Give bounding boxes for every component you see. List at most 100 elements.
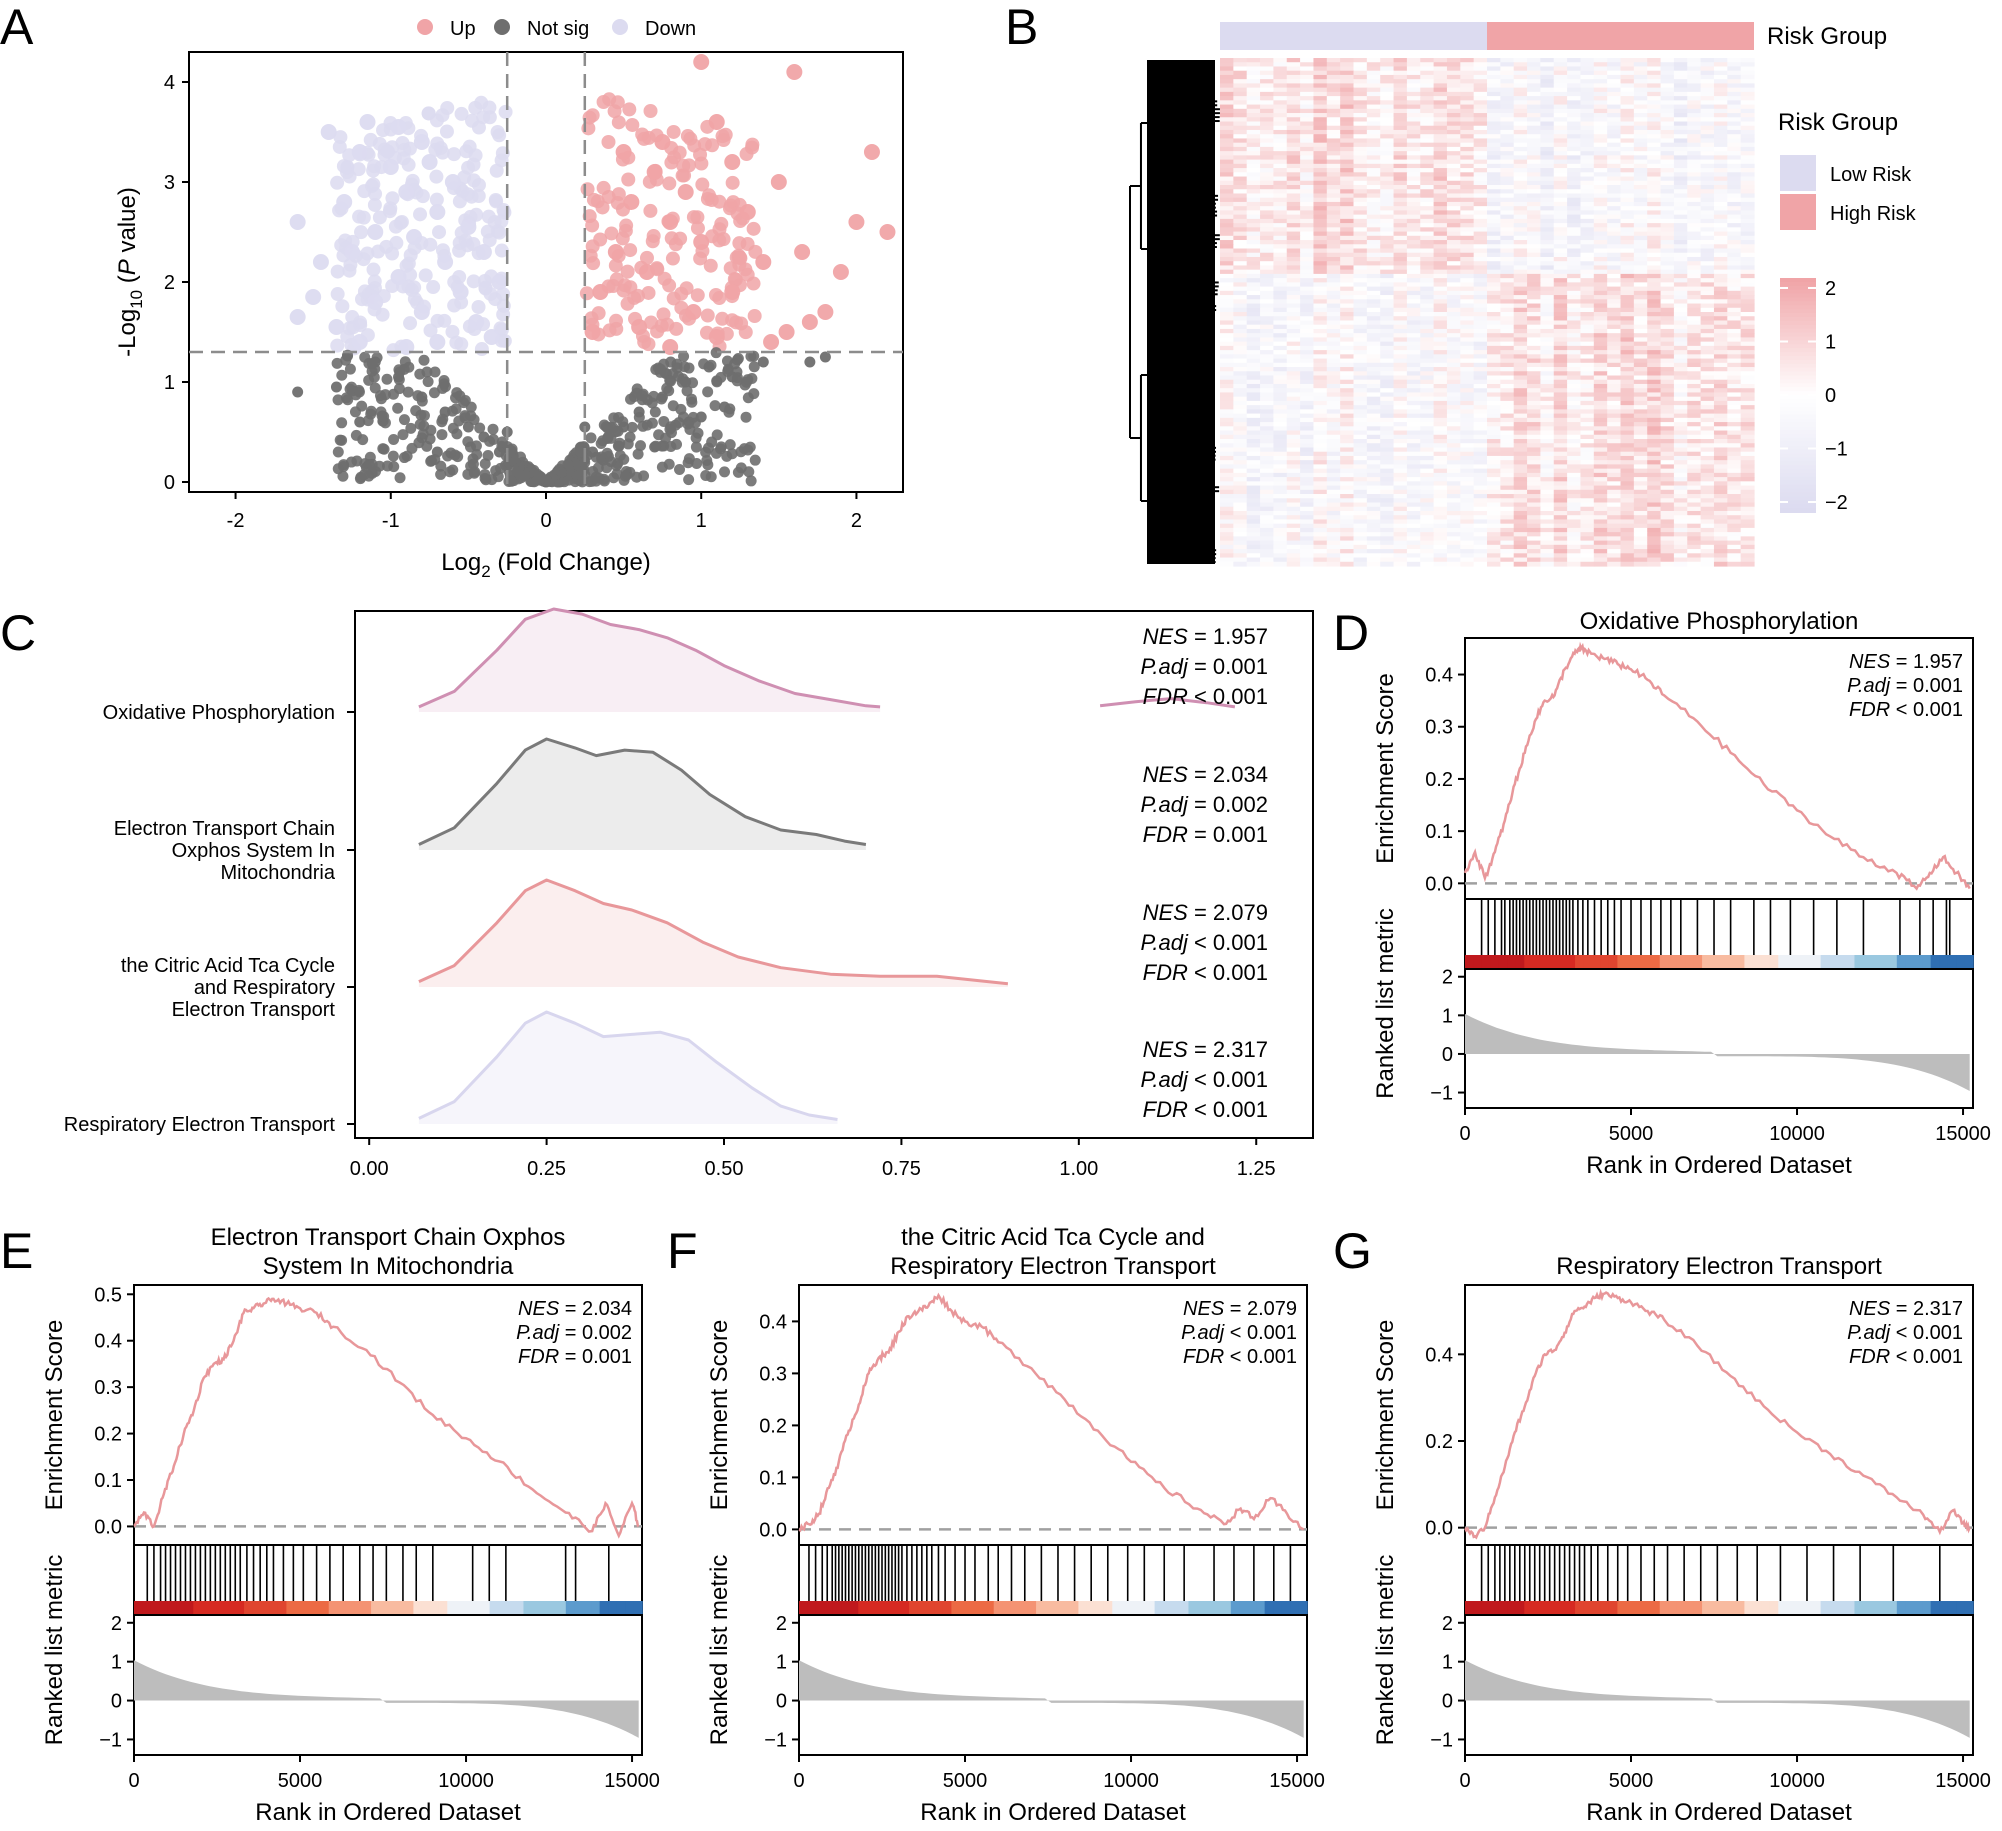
heatmap-cell [1340, 422, 1355, 427]
heatmap-cell [1513, 91, 1528, 97]
heatmap-cell [1286, 388, 1301, 394]
heatmap-cell [1700, 104, 1715, 110]
volcano-bg-point [709, 400, 721, 412]
heatmap-cell [1313, 218, 1328, 224]
heatmap-cell [1607, 248, 1622, 254]
heatmap-cell [1313, 345, 1328, 351]
heatmap-cell [1593, 210, 1608, 216]
heatmap-cell [1220, 163, 1234, 169]
heatmap-cell [1607, 214, 1622, 220]
heatmap-cell [1713, 392, 1728, 398]
heatmap-cell [1700, 295, 1715, 300]
heatmap-cell [1487, 400, 1501, 406]
heatmap-cell [1273, 422, 1288, 427]
heatmap-cell [1593, 231, 1608, 237]
heatmap-cell [1313, 341, 1328, 347]
heatmap-cell [1286, 307, 1301, 313]
heatmap-cell [1353, 96, 1368, 101]
heatmap-cell [1487, 206, 1501, 211]
heatmap-cell [1380, 218, 1395, 224]
volcano-bg-point [421, 366, 433, 378]
heatmap-cell [1740, 218, 1755, 224]
heatmap-cell [1340, 341, 1355, 347]
heatmap-cell [1246, 180, 1261, 186]
heatmap-cell [1647, 210, 1662, 216]
heatmap-cell [1633, 392, 1648, 398]
heatmap-cell [1593, 299, 1608, 305]
volcano-bg-point [631, 288, 646, 303]
heatmap-cell [1607, 231, 1622, 237]
heatmap-cell [1220, 354, 1234, 360]
heatmap-cell [1313, 396, 1328, 402]
heatmap-cell [1273, 362, 1288, 368]
heatmap-cell [1300, 189, 1315, 195]
heatmap-cell [1326, 362, 1341, 368]
heatmap-cell [1246, 295, 1261, 300]
heatmap-cell [1567, 295, 1582, 300]
heatmap-cell [1393, 121, 1408, 127]
heatmap-cell [1593, 379, 1608, 385]
heatmap-cell [1366, 341, 1381, 347]
heatmap-cell [1527, 350, 1541, 355]
heatmap-cell [1340, 83, 1355, 89]
heatmap-cell [1460, 290, 1475, 296]
heatmap-cell [1300, 312, 1315, 317]
heatmap-cell [1713, 121, 1728, 127]
heatmap-cell [1580, 210, 1595, 216]
heatmap-cell [1460, 337, 1475, 343]
heatmap-cell [1300, 328, 1315, 334]
heatmap-cell [1713, 388, 1728, 394]
heatmap-cell [1420, 371, 1435, 377]
heatmap-cell [1660, 286, 1675, 292]
heatmap-cell [1633, 345, 1648, 351]
heatmap-cell [1380, 104, 1395, 110]
heatmap-cell [1406, 151, 1421, 156]
heatmap-cell [1687, 367, 1702, 372]
heatmap-cell [1420, 290, 1435, 296]
heatmap-cell [1687, 172, 1702, 178]
heatmap-cell [1727, 312, 1742, 317]
heatmap-cell [1286, 295, 1301, 300]
heatmap-cell [1446, 358, 1461, 364]
heatmap-cell [1433, 155, 1448, 161]
heatmap-cell [1553, 367, 1568, 372]
heatmap-cell [1473, 227, 1488, 233]
heatmap-cell [1300, 265, 1315, 271]
heatmap-cell [1220, 151, 1234, 156]
heatmap-cell [1513, 231, 1528, 237]
heatmap-cell [1273, 286, 1288, 292]
heatmap-cell [1220, 350, 1234, 355]
heatmap-cell [1500, 125, 1515, 131]
volcano-point [646, 164, 663, 180]
heatmap-cell [1647, 168, 1662, 173]
heatmap-cell [1527, 155, 1541, 161]
heatmap-cell [1607, 409, 1622, 415]
volcano-point [602, 431, 614, 443]
heatmap-cell [1326, 303, 1341, 309]
heatmap-cell [1300, 163, 1315, 169]
heatmap-cell [1246, 392, 1261, 398]
heatmap-cell [1633, 324, 1648, 330]
heatmap-cell [1647, 240, 1662, 245]
heatmap-cell [1446, 392, 1461, 398]
heatmap-cell [1540, 58, 1555, 63]
heatmap-cell [1233, 223, 1248, 228]
heatmap-cell [1313, 138, 1328, 144]
heatmap-cell [1406, 185, 1421, 190]
heatmap-cell [1687, 134, 1702, 140]
volcano-bg-point [430, 313, 445, 328]
heatmap-cell [1713, 341, 1728, 347]
heatmap-cell [1713, 430, 1728, 436]
volcano-bg-point [380, 144, 395, 159]
heatmap-cell [1313, 117, 1328, 123]
heatmap-cell [1513, 379, 1528, 385]
heatmap-cell [1340, 189, 1355, 195]
heatmap-cell [1433, 265, 1448, 271]
heatmap-cell [1246, 290, 1261, 296]
heatmap-cell [1673, 79, 1688, 84]
heatmap-cell [1607, 91, 1622, 97]
volcano-bg-point [637, 335, 652, 350]
heatmap-cell [1647, 113, 1662, 118]
heatmap-cell [1593, 151, 1608, 156]
heatmap-cell [1593, 312, 1608, 317]
